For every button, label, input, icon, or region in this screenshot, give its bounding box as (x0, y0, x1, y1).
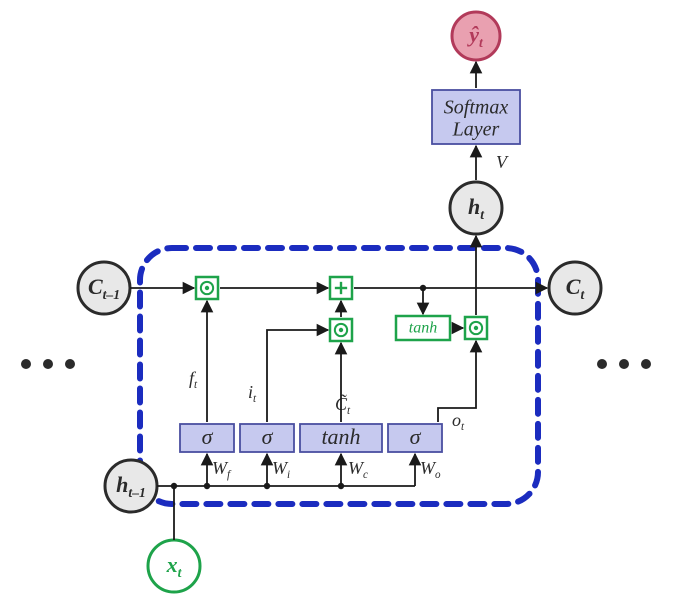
op-glyph (339, 328, 343, 332)
wire-label-V: V (496, 152, 509, 172)
junction (338, 483, 344, 489)
wire-label-ot: ot (452, 410, 465, 432)
junction (264, 483, 270, 489)
softmax-label-1: Softmax (444, 97, 509, 119)
op-tanh-label: tanh (409, 320, 437, 337)
op-glyph (205, 286, 209, 290)
diagram-svg: Ct‒1Ctht‒1htxtŷtσσtanhσSoftmaxLayertanhf… (0, 0, 677, 609)
ellipsis-dot (21, 359, 31, 369)
wire-label-Wf: Wf (212, 458, 232, 480)
wire-label-Wc: Wc (348, 458, 368, 480)
junction (171, 483, 177, 489)
ellipsis-dot (619, 359, 629, 369)
lstm-diagram: Ct‒1Ctht‒1htxtŷtσσtanhσSoftmaxLayertanhf… (0, 0, 677, 609)
gate-label: tanh (321, 424, 360, 449)
wire-label-Wi: Wi (272, 458, 290, 480)
wire-label-Ct_tilde: C̃t (335, 394, 351, 416)
ellipsis-dot (597, 359, 607, 369)
wire-label-Wo: Wo (420, 458, 441, 480)
softmax-label-2: Layer (452, 119, 500, 141)
gate-label: σ (262, 424, 274, 449)
ellipsis-dot (43, 359, 53, 369)
op-glyph (474, 326, 478, 330)
ellipsis-dot (65, 359, 75, 369)
gate-label: σ (410, 424, 422, 449)
junction (204, 483, 210, 489)
wire-label-it: it (248, 382, 257, 404)
edge-it (267, 330, 328, 422)
wire-label-ft: ft (189, 368, 198, 390)
ellipsis-dot (641, 359, 651, 369)
gate-label: σ (202, 424, 214, 449)
